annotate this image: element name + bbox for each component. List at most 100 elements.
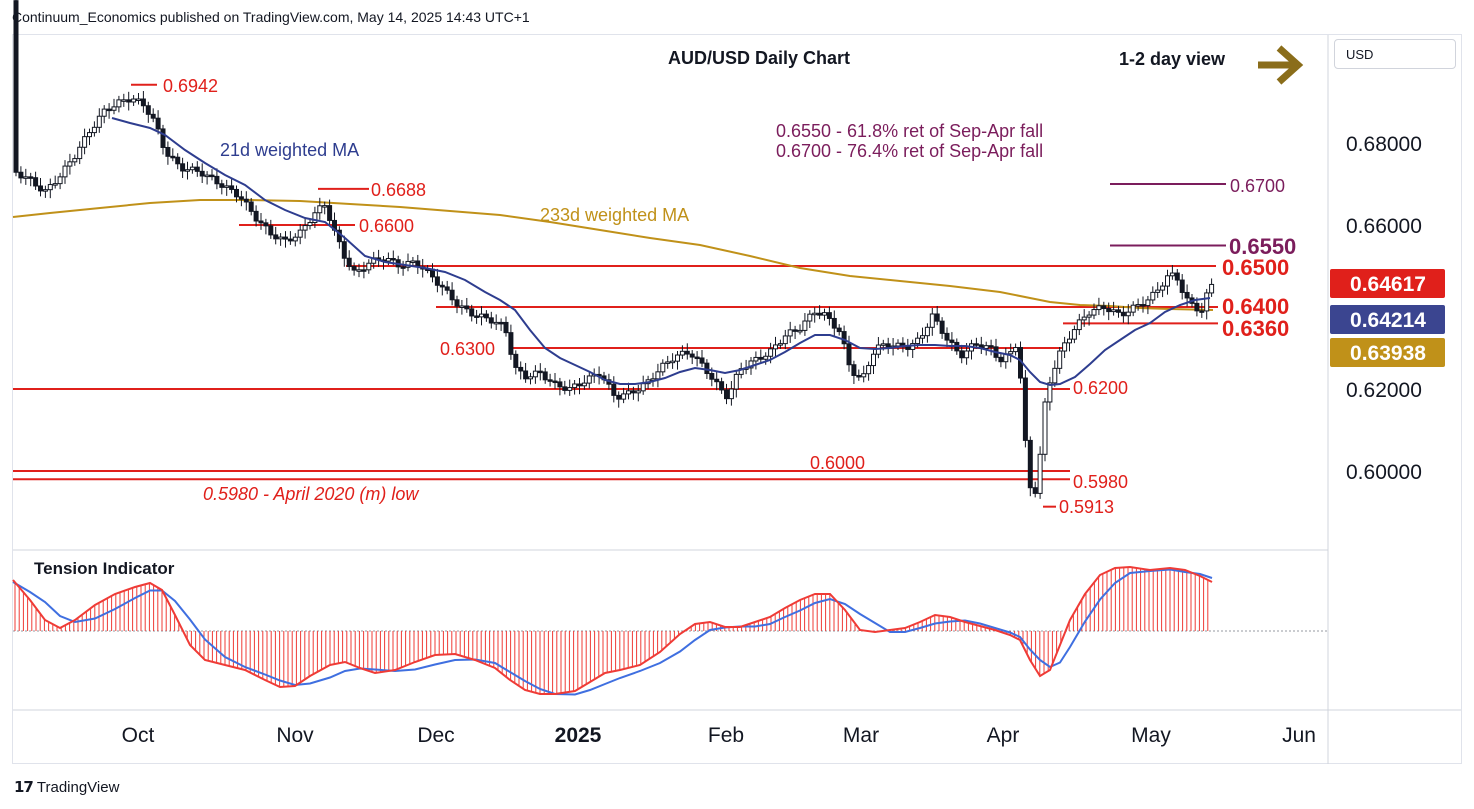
candle-body (895, 342, 901, 347)
candle-body (1022, 377, 1028, 441)
candle-body (562, 386, 568, 391)
candle-body (1032, 487, 1038, 494)
candle-body (944, 332, 950, 341)
candle-body (273, 234, 279, 240)
candle-body (322, 205, 328, 208)
candle-body (1209, 283, 1215, 294)
candle-body (18, 171, 24, 179)
candle-body (611, 383, 617, 396)
candle-body (327, 205, 333, 221)
x-tick-label: Feb (708, 724, 744, 747)
candle-body (1008, 351, 1014, 355)
candle-body (77, 146, 83, 160)
x-tick-label: Jun (1282, 724, 1316, 747)
price-badge (1330, 305, 1445, 334)
candle-body (351, 265, 357, 271)
candle-body (165, 146, 171, 157)
candle-body (532, 370, 538, 378)
candle-body (630, 390, 636, 394)
ma21-label: 21d weighted MA (220, 140, 359, 160)
candle-body (1140, 304, 1146, 307)
candle-body (253, 210, 259, 222)
candle-body (1120, 311, 1126, 317)
x-tick-label: May (1131, 724, 1171, 747)
candle-body (915, 337, 921, 345)
price-badge-label: 0.64214 (1350, 309, 1426, 332)
candle-body (983, 345, 989, 349)
candle-body (361, 269, 367, 272)
right-arrow-icon (1258, 45, 1304, 85)
candle-body (866, 365, 872, 375)
candle-body (763, 355, 769, 360)
candle-body (38, 185, 43, 192)
candle-body (513, 353, 519, 368)
candle-body (782, 335, 788, 345)
candle-body (724, 389, 729, 400)
candle-body (758, 356, 764, 360)
candle-body (67, 161, 73, 167)
level-label: 0.6500 (1222, 255, 1289, 280)
candle-body (498, 321, 504, 325)
candle-body (714, 378, 720, 383)
candle-body (52, 183, 58, 186)
candle-body (434, 276, 440, 286)
candle-body (841, 331, 847, 345)
candle-body (42, 189, 48, 192)
x-axis[interactable]: Oct Nov Dec 2025 Feb Mar Apr May Jun (122, 724, 1316, 747)
candle-body (964, 350, 970, 359)
candle-body (13, 0, 19, 173)
candle-body (116, 99, 122, 108)
candle-body (973, 343, 979, 346)
candle-body (204, 174, 210, 178)
candle-body (822, 312, 827, 316)
candle-body (934, 313, 940, 322)
candle-body (1184, 291, 1190, 299)
candle-body (773, 344, 778, 350)
candlesticks (13, 0, 1215, 499)
candle-body (880, 343, 886, 346)
candle-body (503, 321, 509, 334)
candle-body (150, 113, 156, 119)
x-tick-label: 2025 (555, 724, 602, 747)
candle-body (1194, 302, 1200, 312)
candle-body (924, 326, 930, 337)
candle-body (47, 184, 53, 191)
candle-body (1101, 305, 1107, 310)
candle-body (1071, 329, 1077, 340)
candle-body (831, 317, 837, 329)
currency-selector[interactable]: USD (1334, 39, 1456, 69)
candle-body (214, 175, 220, 185)
candle-body (1062, 342, 1068, 352)
candle-body (140, 98, 146, 107)
candle-body (552, 380, 558, 384)
candle-body (528, 376, 533, 380)
candle-body (885, 343, 891, 348)
price-badge (1330, 338, 1445, 367)
candle-body (826, 312, 832, 319)
tradingview-footer[interactable]: 𝟭𝟳 TradingView (14, 778, 119, 796)
candle-body (817, 312, 823, 316)
candle-body (1076, 319, 1082, 331)
candle-body (136, 98, 141, 102)
candle-body (704, 362, 710, 375)
candle-body (660, 362, 666, 373)
candle-body (518, 366, 524, 372)
candle-body (567, 387, 573, 391)
candle-body (1081, 316, 1087, 321)
candle-body (557, 381, 563, 388)
candle-body (145, 105, 151, 115)
y-tick-label: 0.68000 (1346, 133, 1422, 156)
candle-body (101, 108, 107, 117)
candle-body (1086, 314, 1092, 318)
fib-annotation: 0.6700 - 76.4% ret of Sep-Apr fall (776, 141, 1043, 161)
candle-body (111, 106, 117, 111)
candle-body (175, 156, 181, 165)
candle-body (1145, 299, 1151, 307)
candle-body (209, 174, 215, 178)
candle-body (444, 286, 450, 291)
candle-body (1125, 311, 1131, 317)
candle-body (709, 373, 715, 380)
candle-body (180, 163, 186, 172)
candle-body (258, 220, 264, 224)
